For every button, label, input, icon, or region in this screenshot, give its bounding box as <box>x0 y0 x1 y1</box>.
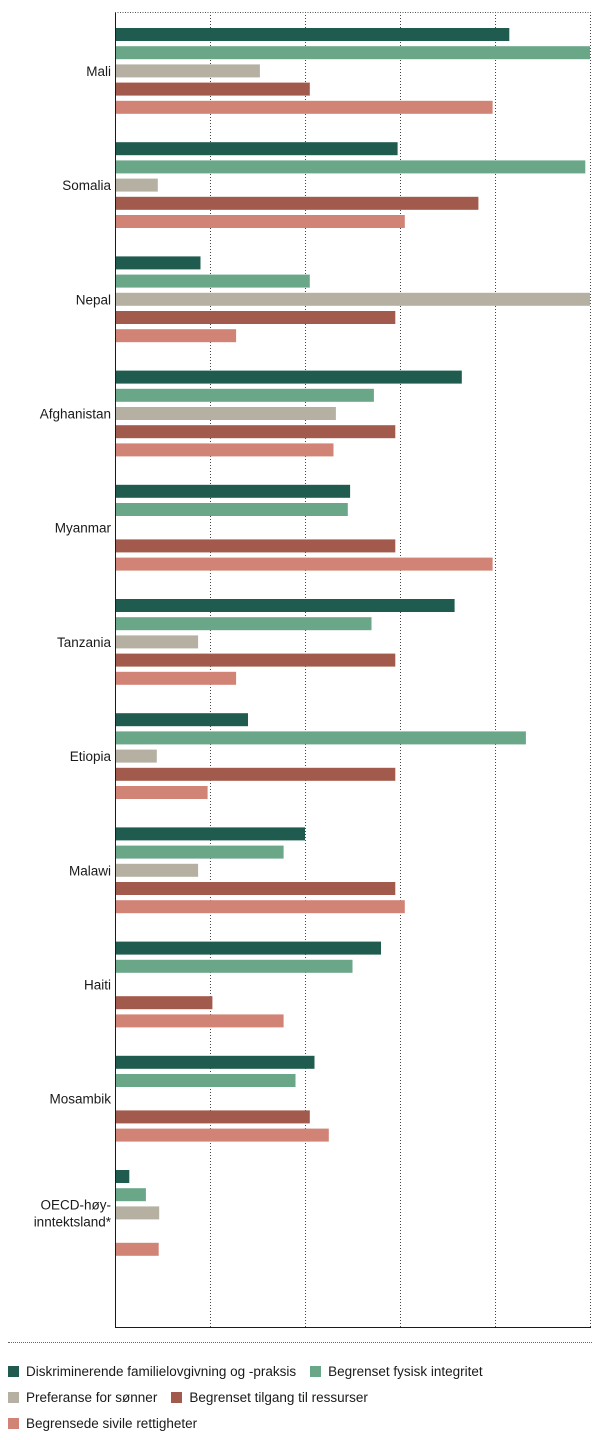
bar <box>116 749 157 763</box>
legend-row: Diskriminerende familielovgivning og -pr… <box>8 1358 598 1384</box>
bar <box>116 731 526 745</box>
bar <box>116 100 493 114</box>
category-label: Nepal <box>76 292 111 307</box>
category-label: Mali <box>86 64 111 79</box>
bar <box>116 599 455 612</box>
category-label: Etiopia <box>70 749 112 764</box>
grid-lines <box>210 12 591 1327</box>
bar <box>116 900 405 914</box>
legend-item-son-preference: Preferanse for sønner <box>8 1390 157 1405</box>
legend-separator <box>8 1342 592 1343</box>
legend-row: Begrensede sivile rettigheter <box>8 1410 598 1436</box>
bar <box>116 959 353 973</box>
legend-item-resources: Begrenset tilgang til ressurser <box>171 1390 368 1405</box>
bar <box>116 863 199 877</box>
category-label: Somalia <box>62 178 111 193</box>
bar <box>116 388 374 402</box>
bar <box>116 671 237 685</box>
bar <box>116 1242 159 1256</box>
bar <box>116 1074 296 1087</box>
bar <box>116 329 237 343</box>
bar <box>116 996 213 1010</box>
bar <box>116 1128 329 1142</box>
bar <box>116 767 396 781</box>
legend-item-family-law: Diskriminerende familielovgivning og -pr… <box>8 1364 296 1379</box>
legend-item-civil-rights: Begrensede sivile rettigheter <box>8 1416 197 1431</box>
bar <box>116 1170 130 1183</box>
bar <box>116 1055 315 1069</box>
bar <box>116 557 493 571</box>
bar <box>116 786 208 799</box>
legend-swatch <box>8 1417 19 1429</box>
bar <box>116 82 310 96</box>
bar <box>116 292 590 306</box>
bar <box>116 407 336 420</box>
bar <box>116 443 334 457</box>
bar <box>116 215 405 228</box>
bar <box>116 635 199 649</box>
legend-swatch <box>310 1365 322 1377</box>
bar <box>116 274 310 288</box>
legend-label: Begrenset tilgang til ressurser <box>189 1389 368 1405</box>
bar <box>116 256 201 270</box>
bar <box>116 1206 160 1220</box>
legend-label: Begrensede sivile rettigheter <box>26 1415 198 1431</box>
bar <box>116 46 590 60</box>
bar <box>116 370 462 384</box>
bar <box>116 28 510 41</box>
bar <box>116 827 305 841</box>
category-label: Myanmar <box>55 521 112 536</box>
bar <box>116 503 348 516</box>
bar <box>116 539 396 553</box>
bar-chart: Mali Somalia Nepal Afghanistan Myanmar Tanzan… <box>34 12 591 1328</box>
bar <box>116 653 396 667</box>
bar <box>116 845 284 859</box>
category-label: Tanzania <box>57 635 112 650</box>
legend-label: Preferanse for sønner <box>26 1389 158 1405</box>
legend-swatch <box>171 1391 183 1403</box>
legend: Diskriminerende familielovgivning og -pr… <box>8 1358 598 1436</box>
bar <box>116 425 396 439</box>
bar <box>116 178 158 192</box>
bar <box>116 311 396 324</box>
bar <box>116 1014 284 1028</box>
bar <box>116 882 396 895</box>
bar <box>116 713 248 727</box>
bar <box>116 160 586 174</box>
category-label: OECD-høy-inntektsland* <box>34 1197 112 1229</box>
legend-swatch <box>8 1365 19 1377</box>
category-labels: Mali Somalia Nepal Afghanistan Myanmar Tanzan… <box>34 64 112 1230</box>
legend-swatch <box>8 1391 19 1403</box>
bar <box>116 941 381 955</box>
bar <box>116 1110 310 1124</box>
bar <box>116 1188 146 1202</box>
legend-item-physical-integrity: Begrenset fysisk integritet <box>310 1364 483 1379</box>
bar <box>116 617 372 631</box>
category-label: Malawi <box>69 863 111 878</box>
bar <box>116 142 398 156</box>
legend-label: Begrenset fysisk integritet <box>328 1363 483 1379</box>
legend-row: Preferanse for sønner Begrenset tilgang … <box>8 1384 598 1410</box>
bar <box>116 64 260 78</box>
category-label: Mosambik <box>49 1092 111 1107</box>
category-label: Afghanistan <box>40 407 111 422</box>
bar <box>116 484 351 498</box>
category-label: Haiti <box>84 978 111 993</box>
legend-label: Diskriminerende familielovgivning og -pr… <box>26 1363 297 1379</box>
bars <box>116 28 590 1256</box>
bar <box>116 196 479 210</box>
